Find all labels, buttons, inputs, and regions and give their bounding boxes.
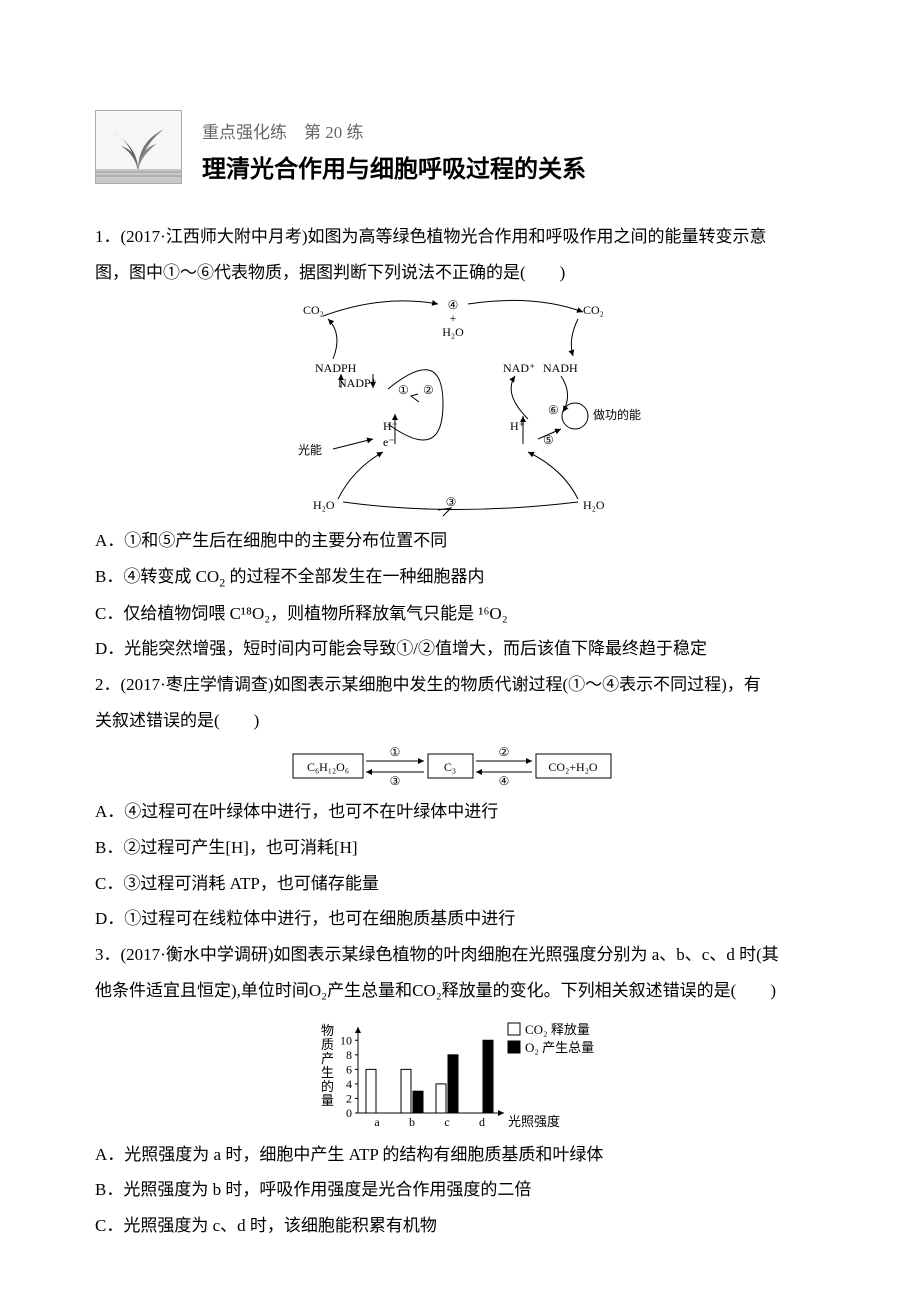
q2-two: ② — [498, 745, 509, 759]
q1-one: ① — [398, 383, 409, 397]
q1-h2o-top: H₂O — [442, 325, 464, 339]
svg-text:10: 10 — [340, 1033, 352, 1047]
q3-optA: A．光照强度为 a 时，细胞中产生 ATP 的结构有细胞质基质和叶绿体 — [95, 1137, 810, 1173]
q1-nadh: NADH — [543, 361, 578, 375]
svg-text:产: 产 — [321, 1051, 334, 1066]
q2-optD: D．①过程可在线粒体中进行，也可在细胞质基质中进行 — [95, 901, 810, 937]
q1-six: ⑥ — [548, 403, 559, 417]
q1-stem-line1: 1．(2017·江西师大附中月考)如图为高等绿色植物光合作用和呼吸作用之间的能量… — [95, 219, 810, 255]
q1-hplus-l: H⁺ — [383, 419, 398, 433]
plant-icon — [95, 110, 182, 184]
q1-light: 光能 — [298, 443, 322, 457]
q1-optA: A．①和⑤产生后在细胞中的主要分布位置不同 — [95, 523, 810, 559]
q1-co2-right: CO₂ — [583, 303, 604, 317]
q1-nadpp: NADP⁺ — [338, 376, 377, 390]
q2-optC: C．③过程可消耗 ATP，也可储存能量 — [95, 866, 810, 902]
q2-box3: CO₂+H₂O — [548, 760, 597, 774]
q1-plus: + — [449, 311, 456, 325]
q3-figure: 0246810 物质产生的量 a b c d 光照强度 CO₂ 释放量 O₂ 产生总量 — [95, 1013, 810, 1133]
q1-three: ③ — [445, 495, 456, 509]
svg-text:光照强度: 光照强度 — [508, 1114, 560, 1129]
q3-stem-line1: 3．(2017·衡水中学调研)如图表示某绿色植物的叶肉细胞在光照强度分别为 a、… — [95, 937, 810, 973]
page: 重点强化练 第 20 练 理清光合作用与细胞呼吸过程的关系 1．(2017·江西… — [0, 0, 920, 1304]
svg-text:6: 6 — [346, 1062, 352, 1076]
svg-text:量: 量 — [321, 1093, 334, 1108]
q1-stem-line2: 图，图中①～⑥代表物质，据图判断下列说法不正确的是( ) — [95, 255, 810, 291]
q1-nadph: NADPH — [315, 361, 357, 375]
svg-text:CO₂ 释放量: CO₂ 释放量 — [525, 1022, 590, 1037]
q1-optC: C．仅给植物饲喂 C¹⁸O₂，则植物所释放氧气只能是 ¹⁶O₂ — [95, 596, 810, 632]
q2-box1: C₆H₁₂O₆ — [306, 760, 348, 774]
q1-optB: B．④转变成 CO2 的过程不全部发生在一种细胞器内 — [95, 559, 810, 596]
q2-stem-line2: 关叙述错误的是( ) — [95, 703, 810, 739]
q2-stem-line1: 2．(2017·枣庄学情调查)如图表示某细胞中发生的物质代谢过程(①～④表示不同… — [95, 667, 810, 703]
svg-text:d: d — [479, 1115, 485, 1129]
q1-diagram-svg: CO₂ ④ + H₂O CO₂ NADPH NADP⁺ NAD⁺ NADH ① … — [243, 294, 663, 519]
header-supertitle: 重点强化练 第 20 练 — [202, 118, 586, 143]
svg-text:质: 质 — [321, 1037, 334, 1052]
q2-figure: C₆H₁₂O₆ C₃ CO₂+H₂O ① ③ ② ④ — [95, 742, 810, 790]
q1-h2o-bl: H₂O — [313, 498, 335, 512]
q1-optD: D．光能突然增强，短时间内可能会导致①/②值增大，而后该值下降最终趋于稳定 — [95, 631, 810, 667]
q3-stem-line2: 他条件适宜且恒定),单位时间O₂产生总量和CO₂释放量的变化。下列相关叙述错误的… — [95, 973, 810, 1009]
q3-chart-svg: 0246810 物质产生的量 a b c d 光照强度 CO₂ 释放量 O₂ 产生总量 — [303, 1013, 603, 1133]
q2-box2: C₃ — [443, 760, 455, 774]
svg-text:物: 物 — [321, 1023, 334, 1038]
svg-text:的: 的 — [321, 1079, 334, 1094]
q1-co2-left: CO₂ — [303, 303, 324, 317]
svg-text:4: 4 — [346, 1076, 352, 1090]
lesson-header: 重点强化练 第 20 练 理清光合作用与细胞呼吸过程的关系 — [95, 110, 810, 184]
svg-text:a: a — [374, 1115, 380, 1129]
svg-text:生: 生 — [321, 1065, 334, 1080]
q1-work: 做功的能 — [593, 407, 641, 422]
svg-text:0: 0 — [346, 1106, 352, 1120]
q1-two: ② — [423, 383, 434, 397]
q2-one: ① — [389, 745, 400, 759]
q1-eminus-l: e⁻ — [383, 435, 395, 449]
svg-text:8: 8 — [346, 1047, 352, 1061]
svg-text:b: b — [409, 1115, 415, 1129]
header-title: 理清光合作用与细胞呼吸过程的关系 — [202, 149, 586, 184]
q3-optB: B．光照强度为 b 时，呼吸作用强度是光合作用强度的二倍 — [95, 1172, 810, 1208]
q1-figure: CO₂ ④ + H₂O CO₂ NADPH NADP⁺ NAD⁺ NADH ① … — [95, 294, 810, 519]
q2-three: ③ — [389, 774, 400, 788]
header-texts: 重点强化练 第 20 练 理清光合作用与细胞呼吸过程的关系 — [202, 110, 586, 184]
q1-four: ④ — [447, 298, 458, 312]
svg-text:2: 2 — [346, 1091, 352, 1105]
q2-optA: A．④过程可在叶绿体中进行，也可不在叶绿体中进行 — [95, 794, 810, 830]
q1-five: ⑤ — [543, 433, 554, 447]
q2-diagram-svg: C₆H₁₂O₆ C₃ CO₂+H₂O ① ③ ② ④ — [288, 742, 618, 790]
q2-four: ④ — [498, 774, 509, 788]
q1-nadp: NAD⁺ — [503, 361, 535, 375]
q2-optB: B．②过程可产生[H]，也可消耗[H] — [95, 830, 810, 866]
svg-text:c: c — [444, 1115, 449, 1129]
q1-optB-pre: B．④转变成 CO — [95, 567, 219, 586]
svg-text:O₂ 产生总量: O₂ 产生总量 — [525, 1040, 594, 1055]
q3-optC: C．光照强度为 c、d 时，该细胞能积累有机物 — [95, 1208, 810, 1244]
q1-h2o-br: H₂O — [583, 498, 605, 512]
q1-optB-post: 的过程不全部发生在一种细胞器内 — [225, 567, 484, 586]
